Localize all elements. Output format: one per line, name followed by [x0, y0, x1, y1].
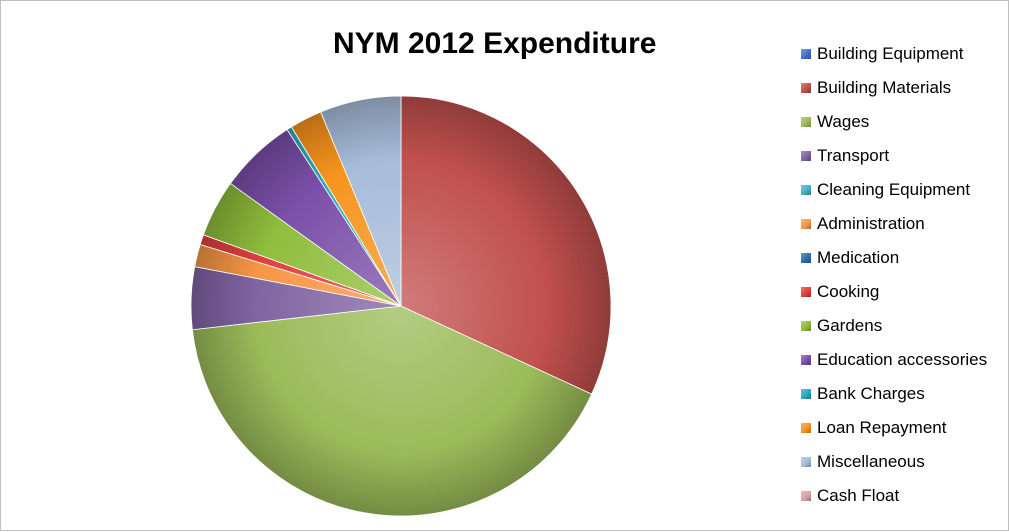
legend: Building Equipment Building Materials Wage… [801, 37, 987, 513]
legend-label: Loan Repayment [817, 418, 947, 437]
pie-slice-miscellaneous [320, 95, 402, 307]
legend-label: Miscellaneous [817, 452, 925, 471]
legend-label: Transport [817, 146, 890, 165]
legend-item-miscellaneous: Miscellaneous [801, 445, 987, 479]
legend-item-loan-repayment: Loan Repayment [801, 411, 987, 445]
legend-label: Cash Float [817, 486, 900, 505]
legend-swatch [801, 117, 811, 127]
legend-label: Gardens [817, 316, 883, 335]
legend-label: Cleaning Equipment [817, 180, 971, 199]
legend-label: Administration [817, 214, 925, 233]
pie-slice-wages [191, 305, 593, 517]
chart-title: NYM 2012 Expenditure [333, 27, 657, 60]
legend-swatch [801, 49, 811, 59]
legend-swatch [801, 287, 811, 297]
legend-swatch [801, 457, 811, 467]
legend-swatch [801, 185, 811, 195]
legend-label: Building Equipment [817, 44, 964, 63]
legend-item-gardens: Gardens [801, 309, 987, 343]
legend-item-transport: Transport [801, 139, 987, 173]
legend-item-cash-float: Cash Float [801, 479, 987, 513]
legend-swatch [801, 389, 811, 399]
legend-swatch [801, 83, 811, 93]
legend-item-administration: Administration [801, 207, 987, 241]
legend-label: Cooking [817, 282, 880, 301]
legend-swatch [801, 491, 811, 501]
legend-label: Education accessories [817, 350, 988, 369]
legend-item-cooking: Cooking [801, 275, 987, 309]
legend-label: Wages [817, 112, 870, 131]
legend-swatch [801, 321, 811, 331]
pie-slice-building-materials [400, 95, 612, 395]
legend-item-building-equipment: Building Equipment [801, 37, 987, 71]
legend-item-medication: Medication [801, 241, 987, 275]
legend-swatch [801, 355, 811, 365]
legend-item-building-materials: Building Materials [801, 71, 987, 105]
legend-swatch [801, 219, 811, 229]
legend-label: Bank Charges [817, 384, 925, 403]
legend-swatch [801, 423, 811, 433]
legend-label: Building Materials [817, 78, 952, 97]
legend-item-education-accessories: Education accessories [801, 343, 987, 377]
legend-item-bank-charges: Bank Charges [801, 377, 987, 411]
legend-swatch [801, 253, 811, 263]
legend-swatch [801, 151, 811, 161]
legend-item-cleaning-equipment: Cleaning Equipment [801, 173, 987, 207]
legend-item-wages: Wages [801, 105, 987, 139]
legend-label: Medication [817, 248, 900, 267]
